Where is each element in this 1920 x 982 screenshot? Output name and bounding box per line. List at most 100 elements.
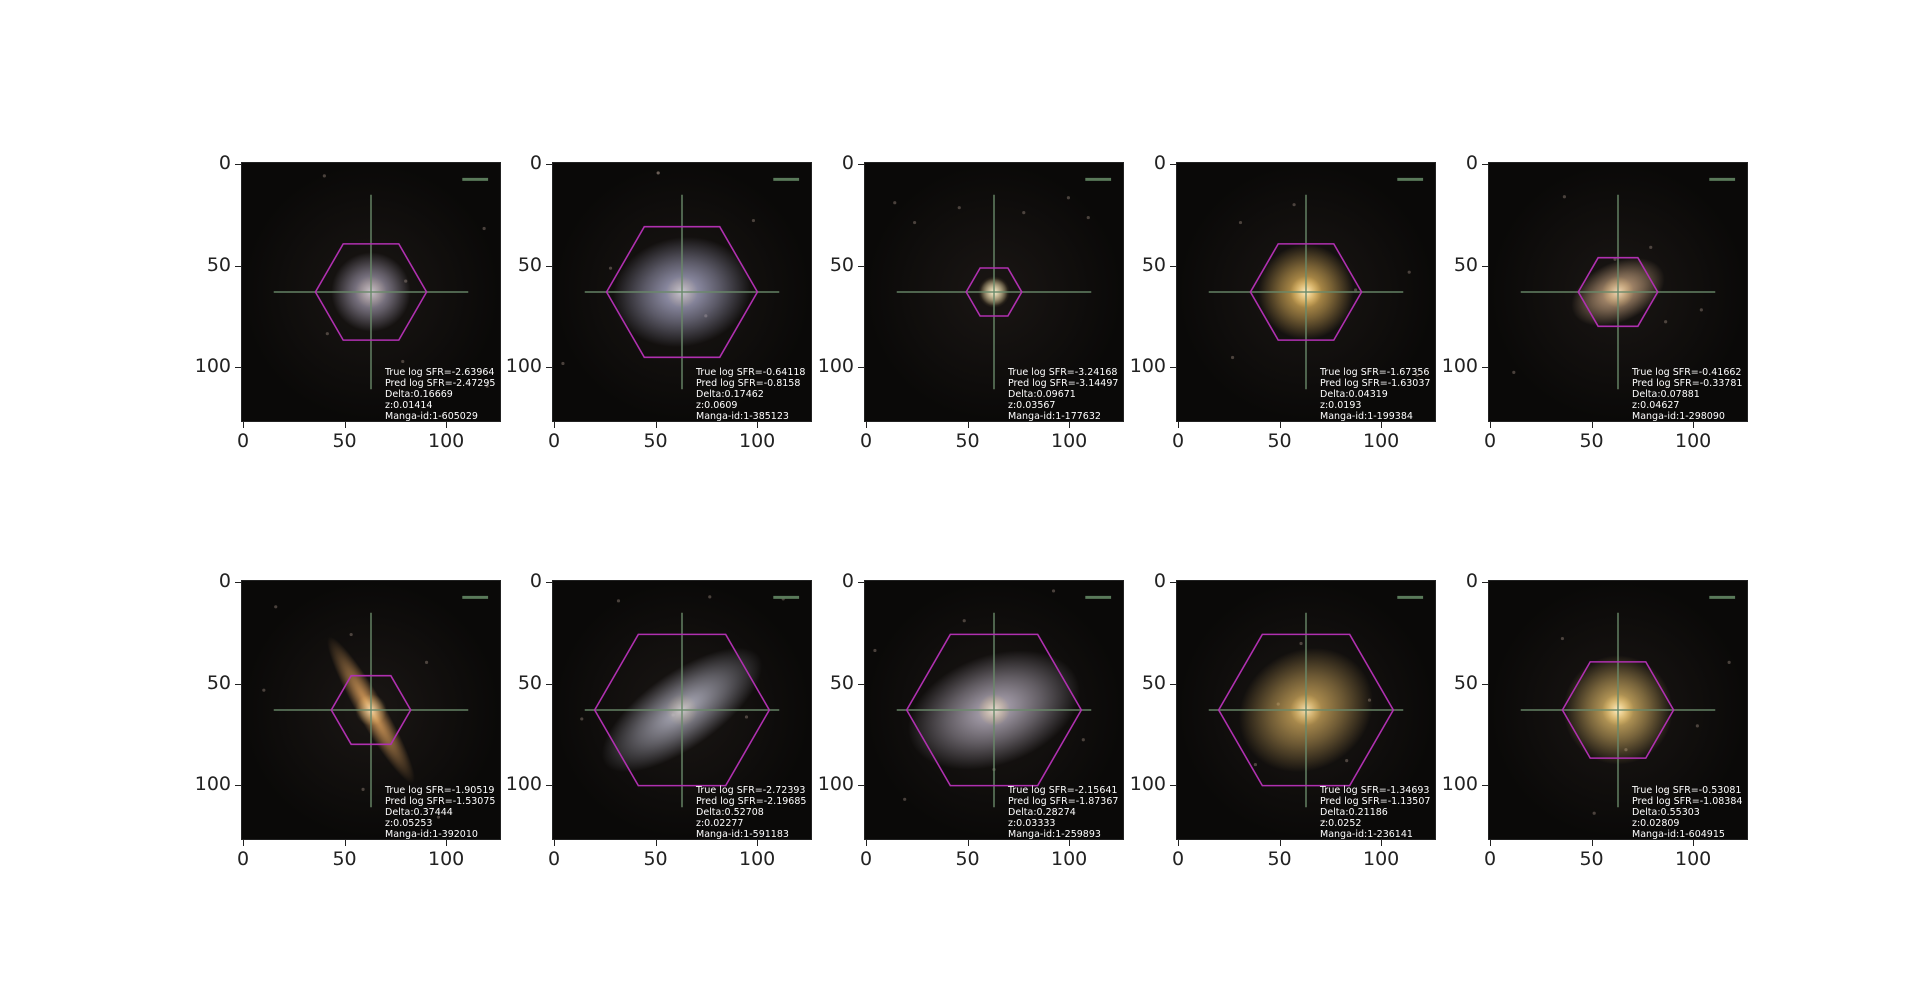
true-sfr-label: True log SFR=-0.53081: [1632, 785, 1742, 796]
delta-label: Delta:0.07881: [1632, 389, 1700, 400]
background-star: [1695, 724, 1699, 728]
y-tick-mark: [235, 164, 241, 165]
background-star: [561, 361, 565, 366]
x-tick-mark: [554, 422, 555, 428]
background-star: [322, 174, 326, 178]
panel-caption: True log SFR=-0.41662 Pred log SFR=-0.337…: [1632, 367, 1742, 421]
galaxy-image-panel: True log SFR=-1.90519 Pred log SFR=-1.530…: [241, 580, 501, 840]
y-tick-label: 50: [517, 671, 542, 694]
y-tick-label: 0: [1465, 570, 1478, 592]
manga-id-label: Manga-id:1-591183: [696, 829, 789, 840]
pred-sfr-label: Pred log SFR=-3.14497: [1008, 378, 1119, 389]
scale-bar: [1085, 177, 1112, 181]
pred-sfr-label: Pred log SFR=-1.08384: [1632, 796, 1743, 807]
y-tick-mark: [1170, 164, 1176, 165]
x-tick-mark: [1381, 422, 1383, 428]
x-tick-label: 0: [236, 430, 250, 452]
y-tick-mark: [858, 265, 864, 267]
galaxy-image-panel: True log SFR=-0.41662 Pred log SFR=-0.337…: [1488, 162, 1748, 422]
y-tick-label: 100: [1441, 355, 1478, 378]
y-tick-label: 100: [505, 355, 542, 378]
ifu-hexagon: [593, 633, 771, 787]
y-tick-mark: [235, 582, 241, 583]
panel-caption: True log SFR=-3.24168 Pred log SFR=-3.144…: [1008, 367, 1119, 421]
redshift-label: z:0.01414: [385, 400, 433, 411]
x-tick-mark: [344, 840, 346, 846]
background-star: [1051, 589, 1056, 593]
background-star: [608, 266, 613, 270]
manga-id-label: Manga-id:1-604915: [1632, 829, 1725, 840]
galaxy-image-panel: True log SFR=-2.63964 Pred log SFR=-2.472…: [241, 162, 501, 422]
scale-bar: [1397, 595, 1424, 599]
y-tick-mark: [1170, 367, 1176, 369]
x-tick-label: 0: [1171, 430, 1185, 452]
redshift-label: z:0.04627: [1632, 400, 1680, 411]
y-tick-label: 50: [829, 253, 854, 276]
background-star: [436, 815, 441, 819]
galaxy-image: [865, 163, 1123, 421]
x-tick-mark: [446, 840, 448, 846]
manga-id-label: Manga-id:1-392010: [385, 829, 478, 840]
y-tick-label: 0: [1153, 152, 1166, 174]
background-star: [1562, 195, 1567, 199]
background-star: [1299, 641, 1303, 646]
true-sfr-label: True log SFR=-2.15641: [1008, 785, 1118, 796]
pred-sfr-label: Pred log SFR=-1.63037: [1320, 378, 1431, 389]
x-tick-mark: [1279, 840, 1281, 846]
delta-label: Delta:0.28274: [1008, 807, 1076, 818]
true-sfr-label: True log SFR=-0.41662: [1632, 367, 1742, 378]
y-tick-label: 100: [194, 773, 231, 796]
x-tick-mark: [757, 840, 759, 846]
x-tick-mark: [243, 840, 244, 846]
galaxy-image-panel: True log SFR=-1.67356 Pred log SFR=-1.630…: [1176, 162, 1436, 422]
y-tick-label: 50: [1453, 253, 1478, 276]
true-sfr-label: True log SFR=-0.64118: [696, 367, 806, 378]
background-star: [274, 605, 278, 609]
y-tick-label: 50: [1141, 671, 1166, 694]
y-tick-label: 50: [517, 253, 542, 276]
background-star: [1253, 762, 1257, 767]
redshift-label: z:0.0609: [696, 400, 738, 411]
y-tick-label: 0: [529, 570, 542, 592]
panel-caption: True log SFR=-2.63964 Pred log SFR=-2.472…: [385, 367, 496, 421]
manga-id-label: Manga-id:1-199384: [1320, 411, 1413, 422]
y-tick-mark: [546, 683, 552, 685]
y-tick-label: 0: [1153, 570, 1166, 592]
y-tick-mark: [546, 582, 552, 583]
y-tick-mark: [235, 265, 241, 267]
panel-caption: True log SFR=-0.64118 Pred log SFR=-0.815…: [696, 367, 806, 421]
x-tick-label: 0: [547, 430, 561, 452]
true-sfr-label: True log SFR=-2.63964: [385, 367, 495, 378]
y-tick-label: 50: [206, 671, 231, 694]
background-star: [580, 717, 584, 721]
background-star: [482, 226, 486, 231]
background-star: [361, 787, 365, 791]
x-tick-mark: [446, 422, 448, 428]
true-sfr-label: True log SFR=-1.90519: [385, 785, 495, 796]
x-tick-mark: [1178, 840, 1179, 846]
y-tick-mark: [1170, 683, 1176, 685]
ifu-hexagon: [965, 267, 1023, 317]
galaxy-image: [1489, 581, 1747, 839]
background-star: [1230, 355, 1235, 360]
x-tick-label: 100: [427, 848, 465, 870]
x-tick-label: 50: [955, 430, 980, 452]
pred-sfr-label: Pred log SFR=-2.47295: [385, 378, 496, 389]
background-star: [424, 660, 429, 664]
x-tick-label: 0: [859, 430, 873, 452]
x-tick-label: 50: [332, 848, 357, 870]
y-tick-mark: [235, 367, 241, 369]
y-tick-label: 100: [194, 355, 231, 378]
x-tick-label: 50: [1267, 848, 1292, 870]
delta-label: Delta:0.55303: [1632, 807, 1700, 818]
y-tick-mark: [858, 582, 864, 583]
y-tick-label: 50: [829, 671, 854, 694]
x-tick-label: 50: [332, 430, 357, 452]
x-tick-label: 50: [1267, 430, 1292, 452]
y-tick-label: 100: [1129, 773, 1166, 796]
y-tick-label: 100: [817, 355, 854, 378]
background-star: [485, 384, 489, 388]
galaxy-image: [242, 163, 500, 421]
manga-id-label: Manga-id:1-236141: [1320, 829, 1413, 840]
redshift-label: z:0.0193: [1320, 400, 1362, 411]
